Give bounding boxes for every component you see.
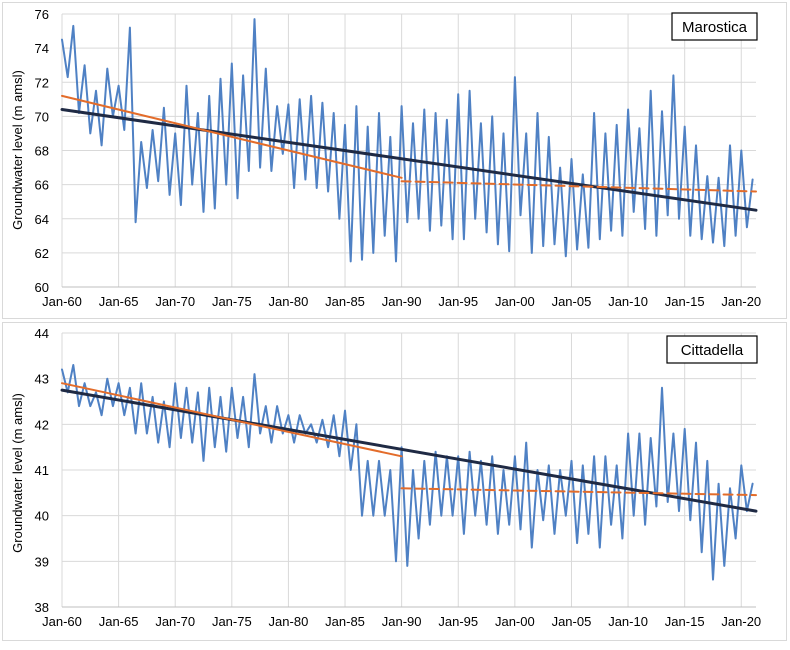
series-linear-trend [60,108,758,212]
x-tick-label: Jan-60 [42,614,82,629]
series-trend-pre-1990 [61,382,403,458]
x-tick-label: Jan-10 [608,294,648,309]
y-tick-label: 68 [35,144,49,159]
x-tick-label: Jan-65 [99,294,139,309]
panel-label-box-cittadella [666,335,758,364]
y-tick-label: 70 [35,109,49,124]
x-tick-label: Jan-90 [382,614,422,629]
x-tick-label: Jan-75 [212,614,252,629]
x-tick-label: Jan-70 [155,614,195,629]
x-tick-label: Jan-95 [438,294,478,309]
series-trend-post-1990 [400,487,757,497]
panel-frame-cittadella [2,322,787,641]
y-tick-label: 42 [35,417,49,432]
series-observed [61,364,754,581]
y-tick-label: 66 [35,178,49,193]
y-tick-label: 38 [35,600,49,615]
y-tick-label: 40 [35,509,49,524]
series-marostica [60,18,758,263]
panel-label-box-marostica [671,12,758,41]
x-tick-label: Jan-60 [42,294,82,309]
series-observed [61,18,754,263]
x-tick-label: Jan-85 [325,294,365,309]
y-tick-label: 41 [35,463,49,478]
x-tick-label: Jan-15 [665,294,705,309]
x-tick-label: Jan-20 [721,614,761,629]
panel-cittadella: Jan-60 Jan-65 Jan-70 Jan-75 Jan-80 Jan-85 Jan-… [10,326,761,629]
y-tick-label: 39 [35,554,49,569]
x-tick-label: Jan-05 [552,294,592,309]
y-tick-label: 72 [35,75,49,90]
x-tick-label: Jan-20 [721,294,761,309]
y-tick-label: 76 [35,7,49,22]
x-tick-label: Jan-00 [495,294,535,309]
x-tick-label: Jan-90 [382,294,422,309]
series-trend-post-1990 [400,180,757,193]
x-tick-label: Jan-95 [438,614,478,629]
x-tick-label: Jan-00 [495,614,535,629]
panel-label-marostica: Marostica [682,19,748,36]
panel-frame-marostica [2,2,787,319]
x-tick-label: Jan-75 [212,294,252,309]
x-tick-label: Jan-85 [325,614,365,629]
axes-marostica: Jan-60 Jan-65 Jan-70 Jan-75 Jan-80 Jan-85 Jan-… [35,7,762,309]
y-tick-label: 43 [35,372,49,387]
series-trend-pre-1990 [61,94,403,179]
y-tick-label: 62 [35,246,49,261]
x-tick-label: Jan-05 [552,614,592,629]
y-tick-label: 44 [35,326,49,341]
x-tick-label: Jan-80 [269,614,309,629]
x-tick-label: Jan-15 [665,614,705,629]
y-tick-label: 74 [35,41,49,56]
x-tick-label: Jan-65 [99,614,139,629]
x-tick-label: Jan-70 [155,294,195,309]
series-cittadella [60,364,758,581]
y-axis-label-cittadella: Groundwater level (m amsl) [10,393,25,553]
axes-cittadella: Jan-60 Jan-65 Jan-70 Jan-75 Jan-80 Jan-85 Jan-… [35,326,762,629]
y-tick-label: 60 [35,280,49,295]
x-tick-label: Jan-10 [608,614,648,629]
y-axis-label-marostica: Groundwater level (m amsl) [10,70,25,230]
y-tick-label: 64 [35,212,49,227]
panel-marostica: Jan-60 Jan-65 Jan-70 Jan-75 Jan-80 Jan-85 Jan-… [10,7,761,309]
x-tick-label: Jan-80 [269,294,309,309]
series-linear-trend [60,388,758,513]
panel-label-cittadella: Cittadella [681,342,744,359]
